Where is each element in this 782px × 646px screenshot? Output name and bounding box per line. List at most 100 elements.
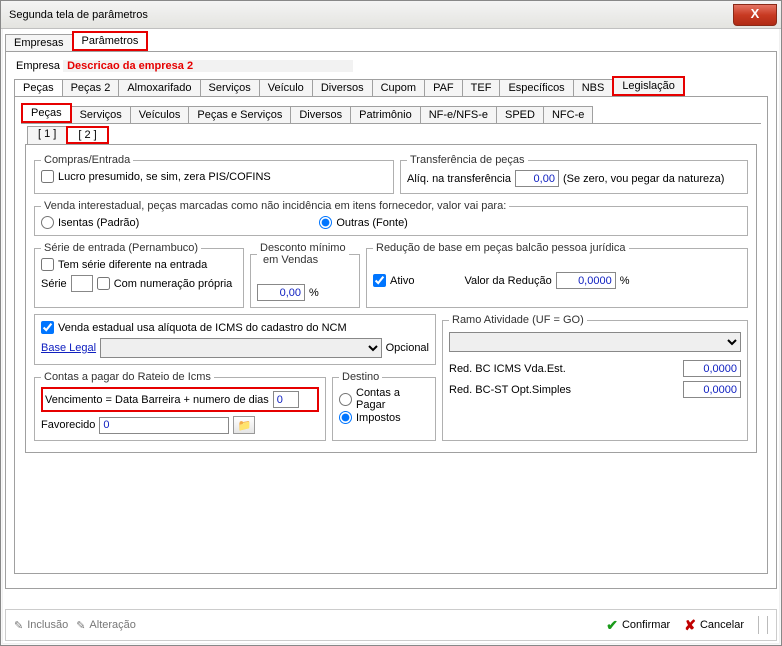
numtab-1[interactable]: [ 1 ] <box>27 126 67 144</box>
lucro-row[interactable]: Lucro presumido, se sim, zera PIS/COFINS <box>41 170 387 183</box>
plus-icon: ✎ <box>14 619 23 632</box>
dest-imp-label: Impostos <box>356 412 401 424</box>
dest-imp-radio[interactable] <box>339 411 352 424</box>
tab-cupom[interactable]: Cupom <box>372 79 425 96</box>
fav-lookup-button[interactable]: 📁 <box>233 416 255 434</box>
tab-servicos[interactable]: Serviços <box>200 79 260 96</box>
num-tabs: [ 1 ] [ 2 ] <box>27 126 761 144</box>
dest-cp-label: Contas a Pagar <box>356 387 429 411</box>
window: Segunda tela de parâmetros X Empresas Pa… <box>0 0 782 646</box>
alteracao-button[interactable]: ✎ Alteração <box>76 619 136 632</box>
tab-parametros[interactable]: Parâmetros <box>72 31 149 51</box>
ativo-checkbox[interactable] <box>373 274 386 287</box>
fieldset-compras: Compras/Entrada Lucro presumido, se sim,… <box>34 154 394 194</box>
transf-legend: Transferência de peças <box>407 154 528 166</box>
venc-input[interactable] <box>273 391 299 408</box>
base-legal-link[interactable]: Base Legal <box>41 342 96 354</box>
outras-row[interactable]: Outras (Fonte) <box>319 216 408 229</box>
venc-label: Vencimento = Data Barreira + numero de d… <box>45 394 269 406</box>
venda-est-checkbox[interactable] <box>41 321 54 334</box>
tab-pecas[interactable]: Peças <box>14 79 63 96</box>
subtab-servicos[interactable]: Serviços <box>71 106 131 123</box>
cancelar-label: Cancelar <box>700 619 744 631</box>
desconto-input[interactable] <box>257 284 305 301</box>
fieldset-reducao: Redução de base em peças balcão pessoa j… <box>366 242 748 308</box>
tab-pecas2[interactable]: Peças 2 <box>62 79 120 96</box>
cancelar-button[interactable]: ✘ Cancelar <box>684 617 744 634</box>
dest-cp-radio[interactable] <box>339 393 352 406</box>
r2-input[interactable] <box>683 381 741 398</box>
tab-almoxarifado[interactable]: Almoxarifado <box>118 79 200 96</box>
empresa-label: Empresa <box>16 60 60 72</box>
fieldset-serie: Série de entrada (Pernambuco) Tem série … <box>34 242 244 308</box>
tab-tef[interactable]: TEF <box>462 79 501 96</box>
check-icon: ✔ <box>606 617 618 634</box>
base-legal-select[interactable] <box>100 338 382 358</box>
tab-veiculo[interactable]: Veículo <box>259 79 313 96</box>
tab-legislacao[interactable]: Legislação <box>612 76 685 96</box>
subtab-sped[interactable]: SPED <box>496 106 544 123</box>
interes-legend: Venda interestadual, peças marcadas como… <box>41 200 509 212</box>
fieldset-venda-estadual: Venda estadual usa alíquota de ICMS do c… <box>34 314 436 365</box>
ativo-label: Ativo <box>390 275 414 287</box>
serie-chk-label: Tem série diferente na entrada <box>58 259 207 271</box>
subtab-pecas[interactable]: Peças <box>21 103 72 123</box>
subtab-pecas-servicos[interactable]: Peças e Serviços <box>188 106 291 123</box>
tab-paf[interactable]: PAF <box>424 79 463 96</box>
compras-legend: Compras/Entrada <box>41 154 133 166</box>
serie-input[interactable] <box>71 275 93 292</box>
desconto-legend: Desconto mínimo em Vendas <box>257 242 349 266</box>
numprop-checkbox[interactable] <box>97 277 110 290</box>
close-button[interactable]: X <box>733 4 777 26</box>
fav-input[interactable] <box>99 417 229 434</box>
subtab-diversos[interactable]: Diversos <box>290 106 351 123</box>
isentas-radio[interactable] <box>41 216 54 229</box>
numprop-row[interactable]: Com numeração própria <box>97 277 233 290</box>
inclusao-label: Inclusão <box>27 619 68 631</box>
dest-imp-row[interactable]: Impostos <box>339 411 429 424</box>
outras-radio[interactable] <box>319 216 332 229</box>
subtab-veiculos[interactable]: Veículos <box>130 106 190 123</box>
tab-especificos[interactable]: Específicos <box>499 79 573 96</box>
serie-checkbox[interactable] <box>41 258 54 271</box>
contas-legend: Contas a pagar do Rateio de Icms <box>41 371 214 383</box>
page2-body: Compras/Entrada Lucro presumido, se sim,… <box>25 144 757 453</box>
fieldset-transferencia: Transferência de peças Alíq. na transfer… <box>400 154 748 194</box>
tab-empresas[interactable]: Empresas <box>5 34 73 51</box>
confirmar-label: Confirmar <box>622 619 670 631</box>
subtab-nfce[interactable]: NFC-e <box>543 106 593 123</box>
valor-red-input[interactable] <box>556 272 616 289</box>
ramo-select[interactable] <box>449 332 741 352</box>
tab-diversos[interactable]: Diversos <box>312 79 373 96</box>
resize-grip[interactable] <box>758 616 768 634</box>
r1-input[interactable] <box>683 360 741 377</box>
window-title: Segunda tela de parâmetros <box>9 9 148 21</box>
fav-label: Favorecido <box>41 419 95 431</box>
fieldset-desconto: Desconto mínimo em Vendas % <box>250 242 360 308</box>
lucro-checkbox[interactable] <box>41 170 54 183</box>
x-icon: ✘ <box>684 617 696 634</box>
fieldset-contas: Contas a pagar do Rateio de Icms Vencime… <box>34 371 326 441</box>
opcional-label: Opcional <box>386 342 429 354</box>
inclusao-button[interactable]: ✎ Inclusão <box>14 619 68 632</box>
subtab-nfe[interactable]: NF-e/NFS-e <box>420 106 497 123</box>
serie-chk-row[interactable]: Tem série diferente na entrada <box>41 258 237 271</box>
subtab-patrimonio[interactable]: Patrimônio <box>350 106 421 123</box>
parametros-body: Empresa Descricao da empresa 2 Peças Peç… <box>5 51 777 589</box>
aliq-input[interactable] <box>515 170 559 187</box>
venda-est-row[interactable]: Venda estadual usa alíquota de ICMS do c… <box>41 321 429 334</box>
destino-legend: Destino <box>339 371 382 383</box>
numtab-2[interactable]: [ 2 ] <box>66 126 108 144</box>
isentas-row[interactable]: Isentas (Padrão) <box>41 216 139 229</box>
desconto-pct: % <box>309 287 319 299</box>
alteracao-label: Alteração <box>89 619 135 631</box>
fieldset-destino: Destino Contas a Pagar Impostos <box>332 371 436 441</box>
statusbar: ✎ Inclusão ✎ Alteração ✔ Confirmar ✘ Can… <box>5 609 777 641</box>
top-tabs: Empresas Parâmetros <box>5 31 779 51</box>
ativo-row[interactable]: Ativo <box>373 274 414 287</box>
confirmar-button[interactable]: ✔ Confirmar <box>606 617 670 634</box>
tab-nbs[interactable]: NBS <box>573 79 614 96</box>
valor-red-label: Valor da Redução <box>464 275 551 287</box>
dest-cp-row[interactable]: Contas a Pagar <box>339 387 429 411</box>
empresa-row: Empresa Descricao da empresa 2 <box>12 56 770 74</box>
